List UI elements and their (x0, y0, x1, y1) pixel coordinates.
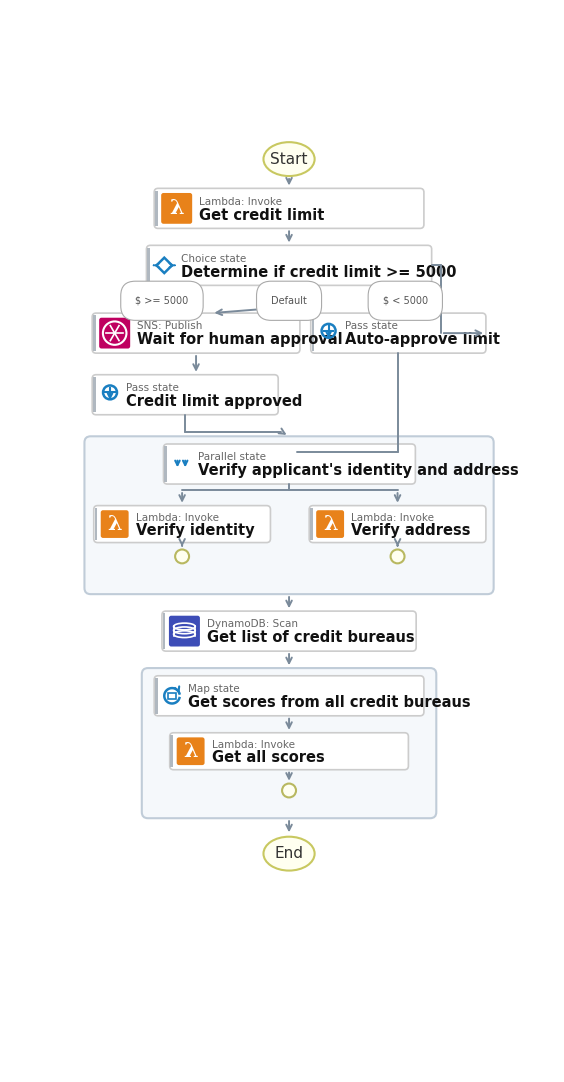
FancyBboxPatch shape (164, 444, 415, 484)
Text: Determine if credit limit >= 5000: Determine if credit limit >= 5000 (180, 265, 456, 279)
Bar (311, 316, 314, 351)
Text: Get list of credit bureaus: Get list of credit bureaus (207, 631, 415, 646)
Text: Get credit limit: Get credit limit (199, 208, 324, 223)
FancyBboxPatch shape (154, 188, 424, 228)
Text: End: End (275, 846, 303, 861)
Text: Lambda: Invoke: Lambda: Invoke (199, 197, 282, 207)
FancyBboxPatch shape (85, 436, 494, 594)
Circle shape (282, 783, 296, 797)
Ellipse shape (263, 142, 315, 176)
Bar (93, 377, 96, 412)
Text: Default: Default (271, 295, 307, 306)
FancyBboxPatch shape (147, 246, 431, 286)
Text: Pass state: Pass state (345, 321, 398, 331)
Ellipse shape (263, 836, 315, 871)
Text: Get all scores: Get all scores (212, 750, 324, 765)
Text: λ: λ (183, 741, 198, 762)
Text: Map state: Map state (188, 684, 240, 694)
Text: λ: λ (323, 514, 337, 535)
FancyBboxPatch shape (92, 374, 278, 414)
Text: $ >= 5000: $ >= 5000 (135, 295, 188, 306)
Text: Credit limit approved: Credit limit approved (126, 394, 303, 409)
Bar (95, 507, 97, 540)
Text: Lambda: Invoke: Lambda: Invoke (135, 513, 219, 523)
Bar (310, 507, 312, 540)
Text: Start: Start (270, 151, 308, 167)
FancyBboxPatch shape (177, 737, 205, 765)
Circle shape (391, 550, 404, 564)
FancyBboxPatch shape (170, 733, 408, 769)
Text: Verify identity: Verify identity (135, 523, 254, 538)
FancyBboxPatch shape (309, 505, 486, 542)
Text: Lambda: Invoke: Lambda: Invoke (212, 740, 294, 750)
FancyBboxPatch shape (154, 676, 424, 716)
Text: Pass state: Pass state (126, 383, 179, 393)
Text: Parallel state: Parallel state (197, 452, 266, 462)
FancyBboxPatch shape (99, 318, 130, 348)
Text: Auto-approve limit: Auto-approve limit (345, 332, 500, 347)
Text: λ: λ (107, 514, 122, 535)
Bar (168, 692, 176, 699)
FancyBboxPatch shape (162, 611, 416, 651)
Circle shape (175, 550, 189, 564)
FancyBboxPatch shape (311, 313, 486, 353)
FancyBboxPatch shape (94, 505, 271, 542)
FancyBboxPatch shape (92, 313, 300, 353)
Text: Verify applicant's identity and address: Verify applicant's identity and address (197, 463, 518, 478)
Text: $ < 5000: $ < 5000 (383, 295, 428, 306)
Text: Lambda: Invoke: Lambda: Invoke (351, 513, 434, 523)
Text: Verify address: Verify address (351, 523, 470, 538)
Bar (164, 446, 167, 481)
Bar (147, 248, 150, 283)
Bar (163, 613, 165, 649)
Text: DynamoDB: Scan: DynamoDB: Scan (207, 619, 298, 630)
FancyBboxPatch shape (101, 511, 129, 538)
Text: λ: λ (169, 198, 184, 219)
Text: SNS: Publish: SNS: Publish (137, 321, 202, 331)
FancyBboxPatch shape (169, 616, 200, 647)
Bar (155, 678, 158, 713)
FancyBboxPatch shape (142, 668, 437, 818)
Bar (93, 316, 96, 351)
Text: Choice state: Choice state (180, 253, 246, 264)
Text: Get scores from all credit bureaus: Get scores from all credit bureaus (188, 695, 471, 710)
FancyBboxPatch shape (316, 511, 344, 538)
Text: Wait for human approval: Wait for human approval (137, 332, 343, 347)
Bar (155, 190, 158, 226)
FancyBboxPatch shape (161, 193, 192, 224)
Bar (170, 735, 173, 767)
